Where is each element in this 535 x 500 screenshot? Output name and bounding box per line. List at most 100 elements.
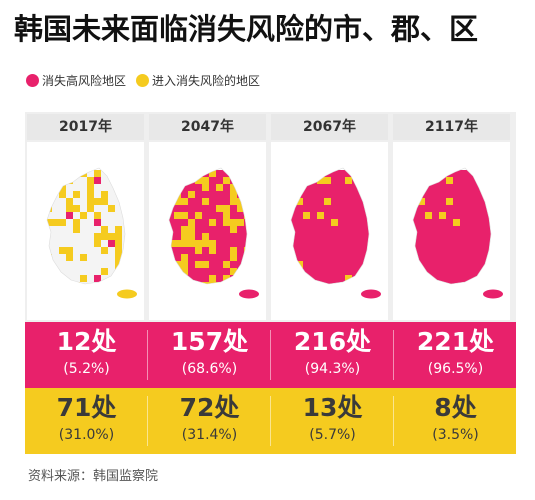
district-cell: [446, 191, 454, 199]
peninsula-outline: [290, 167, 370, 285]
district-cell: [474, 191, 482, 199]
high-risk-pct: (96.5%): [427, 361, 484, 377]
district-cell: [296, 254, 304, 262]
district-cell: [230, 240, 238, 248]
district-cell: [52, 254, 60, 262]
district-cell: [317, 170, 325, 178]
district-cell: [169, 268, 175, 276]
district-cell: [474, 184, 482, 192]
district-cell: [291, 205, 297, 213]
entering-pct: (3.5%): [432, 427, 479, 443]
district-cell: [303, 205, 311, 213]
district-cell: [80, 275, 88, 283]
district-cell: [317, 233, 325, 241]
district-cell: [310, 212, 318, 220]
district-cell: [202, 205, 210, 213]
district-cell: [66, 184, 74, 192]
district-cell: [108, 191, 116, 199]
district-cell: [474, 219, 482, 227]
district-cell: [202, 247, 210, 255]
district-cell: [87, 240, 95, 248]
district-cell: [474, 268, 482, 276]
district-cell: [446, 254, 454, 262]
district-cell: [291, 177, 297, 185]
district-cell: [352, 233, 360, 241]
district-cell: [188, 247, 196, 255]
district-cell: [80, 184, 88, 192]
district-cell: [244, 275, 247, 283]
district-cell: [230, 219, 238, 227]
district-cell: [52, 184, 60, 192]
district-cell: [59, 233, 67, 241]
district-cell: [425, 275, 433, 283]
entering-count: 71处: [56, 393, 117, 422]
district-cell: [366, 170, 369, 178]
district-cell: [59, 212, 67, 220]
district-cell: [209, 177, 217, 185]
district-cell: [209, 212, 217, 220]
district-cell: [94, 184, 102, 192]
district-cell: [345, 205, 353, 213]
district-cell: [488, 282, 491, 284]
district-cell: [181, 261, 189, 269]
district-cell: [324, 191, 332, 199]
district-cell: [181, 226, 189, 234]
district-cell: [188, 198, 196, 206]
district-cell: [432, 226, 440, 234]
district-cell: [237, 247, 245, 255]
district-cell: [488, 233, 491, 241]
legend-item-entering: 进入消失风险的地区: [136, 72, 260, 89]
district-cell: [52, 177, 60, 185]
district-cell: [237, 205, 245, 213]
district-cell: [122, 233, 125, 241]
district-cell: [338, 170, 346, 178]
map-2047: [149, 142, 266, 320]
district-cell: [230, 184, 238, 192]
district-cell: [418, 184, 426, 192]
district-cell: [80, 261, 88, 269]
district-cell: [317, 177, 325, 185]
district-cell: [310, 254, 318, 262]
district-cell: [324, 282, 332, 284]
district-cell: [488, 275, 491, 283]
district-cell: [345, 240, 353, 248]
district-cell: [317, 184, 325, 192]
district-cell: [439, 282, 447, 284]
district-cell: [474, 254, 482, 262]
district-cell: [413, 198, 419, 206]
district-cell: [460, 212, 468, 220]
district-cell: [488, 240, 491, 248]
district-cell: [244, 226, 247, 234]
district-cell: [317, 247, 325, 255]
district-cell: [324, 219, 332, 227]
jeju-island: [117, 289, 137, 299]
district-cell: [209, 233, 217, 241]
district-cell: [188, 261, 196, 269]
district-cell: [481, 282, 489, 284]
district-cell: [418, 177, 426, 185]
district-cell: [366, 282, 369, 284]
district-cell: [418, 219, 426, 227]
district-cell: [331, 212, 339, 220]
district-cell: [303, 240, 311, 248]
district-cell: [66, 268, 74, 276]
district-cell: [73, 240, 81, 248]
district-cell: [87, 205, 95, 213]
district-cell: [101, 212, 109, 220]
district-cell: [296, 219, 304, 227]
district-cell: [122, 240, 125, 248]
district-cell: [453, 191, 461, 199]
district-cell: [324, 233, 332, 241]
district-cell: [244, 254, 247, 262]
district-cell: [413, 184, 419, 192]
district-cell: [223, 226, 231, 234]
district-cell: [223, 219, 231, 227]
district-cell: [174, 170, 182, 178]
district-cell: [481, 233, 489, 241]
district-cell: [488, 226, 491, 234]
district-cell: [223, 275, 231, 283]
district-cell: [418, 226, 426, 234]
district-cell: [474, 282, 482, 284]
divider: [147, 330, 148, 380]
district-cell: [169, 261, 175, 269]
